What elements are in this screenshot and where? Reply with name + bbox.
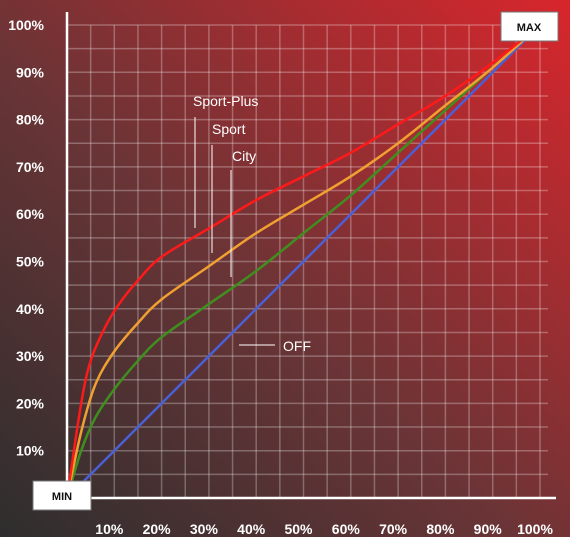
chart-series — [65, 23, 542, 500]
y-tick-label: 20% — [16, 395, 45, 411]
y-tick-label: 50% — [16, 254, 45, 270]
y-tick-label: 80% — [16, 112, 45, 128]
x-tick-label: 10% — [95, 521, 124, 537]
y-tick-label: 10% — [16, 443, 45, 459]
x-tick-label: 80% — [426, 521, 455, 537]
x-tick-label: 90% — [474, 521, 503, 537]
min-max-badges: MIN MAX — [32, 11, 559, 511]
y-tick-label: 60% — [16, 206, 45, 222]
min-badge — [32, 480, 92, 511]
max-badge — [500, 11, 559, 42]
series-line-off — [65, 23, 542, 500]
curve-label-city: City — [232, 148, 256, 164]
x-tick-label: 60% — [332, 521, 361, 537]
curve-label-off: OFF — [283, 338, 311, 354]
curve-label-sport: Sport — [212, 121, 246, 137]
y-tick-label: 100% — [8, 17, 44, 33]
curve-label-sport-plus: Sport-Plus — [193, 93, 258, 109]
min-label: MIN — [52, 491, 72, 503]
x-axis-ticks: 10% 20% 30% 40% 50% 60% 70% 80% 90% 100% — [95, 521, 553, 537]
x-tick-label: 70% — [379, 521, 408, 537]
x-tick-label: 40% — [237, 521, 266, 537]
x-tick-label: 20% — [143, 521, 172, 537]
x-tick-label: 30% — [190, 521, 219, 537]
x-tick-label: 50% — [284, 521, 313, 537]
series-line-sport — [65, 23, 542, 500]
y-axis-ticks: 10% 20% 30% 40% 50% 60% 70% 80% 90% 100% — [8, 17, 44, 459]
y-tick-label: 40% — [16, 301, 45, 317]
chart-axes — [65, 12, 556, 500]
curve-labels: Sport-Plus Sport City OFF — [193, 93, 311, 354]
y-tick-label: 30% — [16, 348, 45, 364]
series-line-sport-plus — [65, 23, 542, 500]
series-line-city — [65, 23, 542, 500]
max-label: MAX — [517, 22, 542, 34]
y-tick-label: 90% — [16, 64, 45, 80]
y-tick-label: 70% — [16, 159, 45, 175]
x-tick-label: 100% — [517, 521, 553, 537]
chart-grid — [67, 24, 548, 498]
